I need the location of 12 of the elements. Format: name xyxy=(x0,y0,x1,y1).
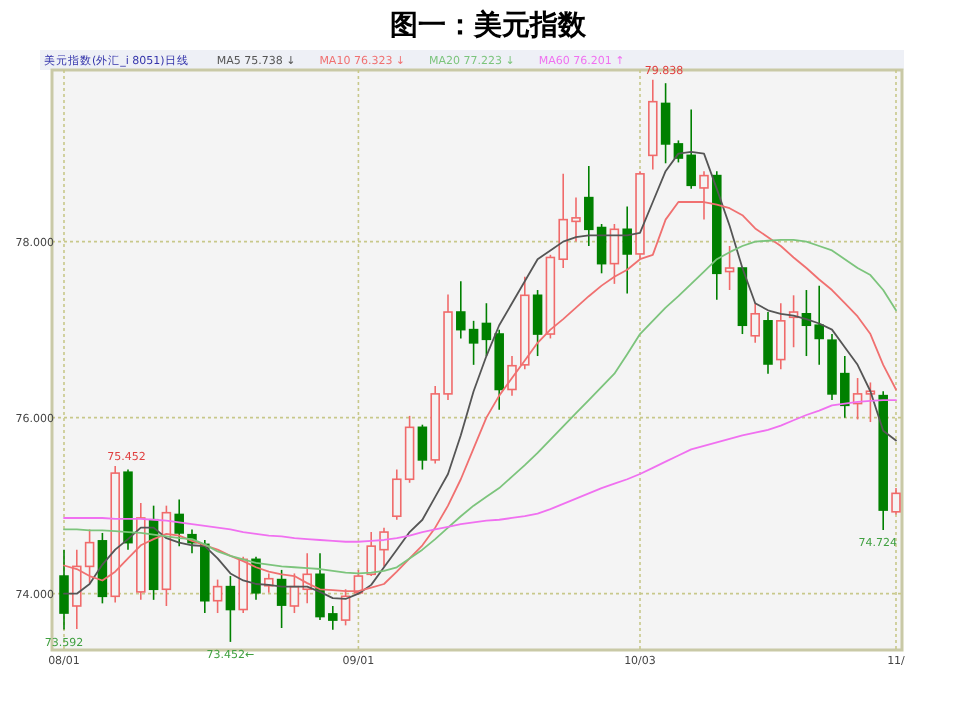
candlestick xyxy=(622,205,632,295)
candlestick xyxy=(750,302,760,344)
candlestick xyxy=(712,170,722,301)
chart-title: 图一：美元指数 xyxy=(390,8,588,42)
candlestick xyxy=(724,245,735,291)
candlestick xyxy=(59,548,69,631)
candlestick xyxy=(763,311,773,375)
candlestick xyxy=(878,390,888,531)
candlestick xyxy=(660,82,671,165)
candlestick xyxy=(200,539,210,614)
candlestick xyxy=(776,302,786,371)
candlestick xyxy=(648,79,658,171)
